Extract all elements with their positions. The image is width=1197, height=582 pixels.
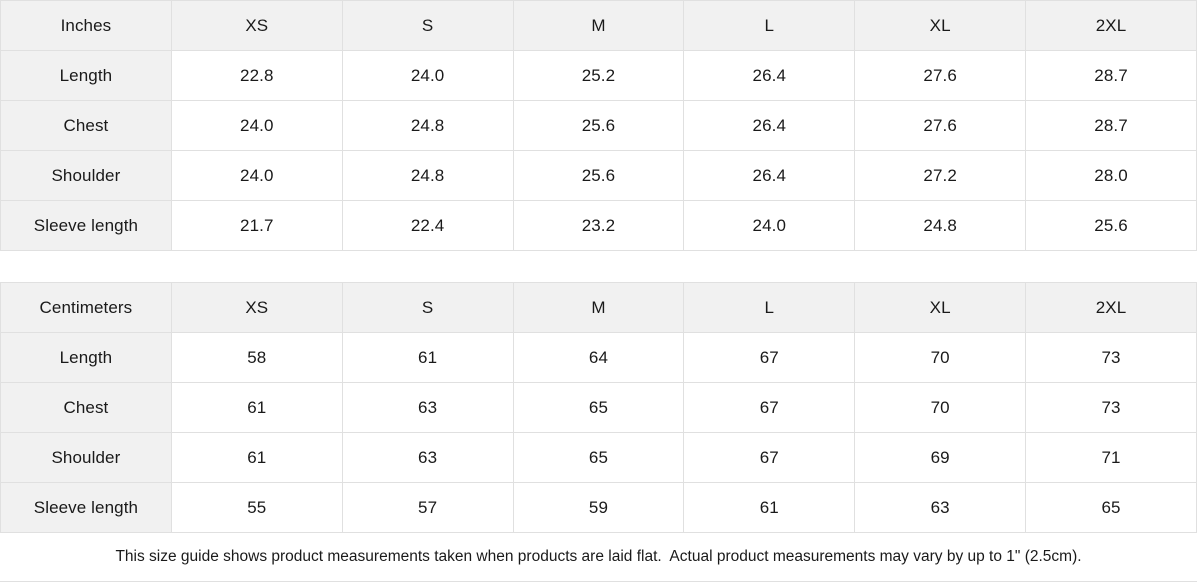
size-header-cell: 2XL [1025,0,1197,51]
size-guide-note: This size guide shows product measuremen… [0,533,1197,582]
row-label-cell: Chest [0,100,172,151]
value-cell: 70 [854,382,1027,433]
value-cell: 25.6 [512,100,685,151]
size-header-cell: XS [170,282,343,333]
value-cell: 61 [170,432,343,483]
value-cell: 21.7 [170,200,343,251]
row-label-cell: Sleeve length [0,200,172,251]
value-cell: 24.8 [341,100,514,151]
row-label-cell: Shoulder [0,150,172,201]
table-row: Length 22.8 24.0 25.2 26.4 27.6 28.7 [0,50,1197,101]
value-cell: 57 [341,482,514,533]
table-row: Shoulder 24.0 24.8 25.6 26.4 27.2 28.0 [0,150,1197,201]
value-cell: 61 [683,482,856,533]
unit-header-cell: Centimeters [0,282,172,333]
size-table-centimeters: Centimeters XS S M L XL 2XL Length 58 61… [0,282,1197,533]
value-cell: 65 [1025,482,1197,533]
value-cell: 22.4 [341,200,514,251]
value-cell: 63 [854,482,1027,533]
value-cell: 63 [341,432,514,483]
row-label-cell: Sleeve length [0,482,172,533]
value-cell: 71 [1025,432,1197,483]
value-cell: 73 [1025,332,1197,383]
size-header-cell: S [341,282,514,333]
value-cell: 27.6 [854,100,1027,151]
size-header-cell: XS [170,0,343,51]
value-cell: 67 [683,432,856,483]
value-cell: 24.0 [170,100,343,151]
size-header-cell: S [341,0,514,51]
table-row: Shoulder 61 63 65 67 69 71 [0,432,1197,483]
size-header-cell: XL [854,0,1027,51]
row-label-cell: Chest [0,382,172,433]
value-cell: 23.2 [512,200,685,251]
value-cell: 24.8 [341,150,514,201]
value-cell: 59 [512,482,685,533]
value-cell: 69 [854,432,1027,483]
value-cell: 28.7 [1025,100,1197,151]
size-header-cell: L [683,0,856,51]
table-row: Sleeve length 55 57 59 61 63 65 [0,482,1197,533]
value-cell: 61 [341,332,514,383]
table-row: Sleeve length 21.7 22.4 23.2 24.0 24.8 2… [0,200,1197,251]
value-cell: 58 [170,332,343,383]
table-gap [0,251,1197,282]
value-cell: 25.6 [1025,200,1197,251]
value-cell: 67 [683,332,856,383]
size-header-cell: L [683,282,856,333]
table-header-row: Centimeters XS S M L XL 2XL [0,282,1197,333]
row-label-cell: Length [0,50,172,101]
value-cell: 65 [512,432,685,483]
value-cell: 25.6 [512,150,685,201]
value-cell: 26.4 [683,150,856,201]
value-cell: 27.2 [854,150,1027,201]
table-row: Length 58 61 64 67 70 73 [0,332,1197,383]
size-header-cell: M [512,0,685,51]
value-cell: 27.6 [854,50,1027,101]
value-cell: 24.0 [341,50,514,101]
table-header-row: Inches XS S M L XL 2XL [0,0,1197,51]
value-cell: 26.4 [683,50,856,101]
value-cell: 64 [512,332,685,383]
size-table-inches: Inches XS S M L XL 2XL Length 22.8 24.0 … [0,0,1197,251]
value-cell: 22.8 [170,50,343,101]
table-row: Chest 24.0 24.8 25.6 26.4 27.6 28.7 [0,100,1197,151]
size-header-cell: 2XL [1025,282,1197,333]
value-cell: 63 [341,382,514,433]
value-cell: 70 [854,332,1027,383]
value-cell: 55 [170,482,343,533]
value-cell: 24.0 [683,200,856,251]
value-cell: 24.0 [170,150,343,201]
value-cell: 73 [1025,382,1197,433]
value-cell: 65 [512,382,685,433]
value-cell: 25.2 [512,50,685,101]
row-label-cell: Length [0,332,172,383]
unit-header-cell: Inches [0,0,172,51]
value-cell: 24.8 [854,200,1027,251]
row-label-cell: Shoulder [0,432,172,483]
table-row: Chest 61 63 65 67 70 73 [0,382,1197,433]
value-cell: 61 [170,382,343,433]
value-cell: 28.0 [1025,150,1197,201]
size-header-cell: XL [854,282,1027,333]
value-cell: 67 [683,382,856,433]
value-cell: 28.7 [1025,50,1197,101]
size-header-cell: M [512,282,685,333]
value-cell: 26.4 [683,100,856,151]
